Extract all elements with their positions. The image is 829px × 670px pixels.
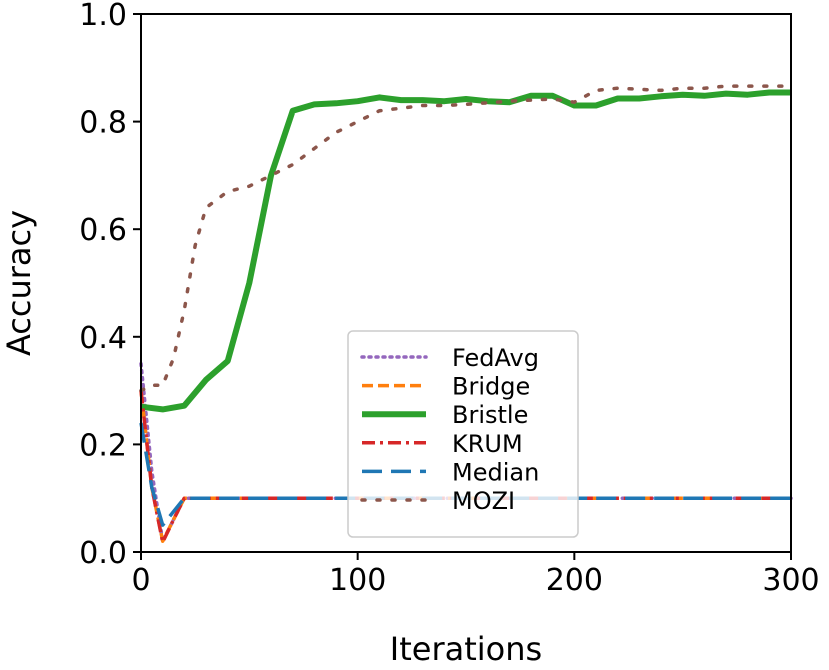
x-tick-label: 100 <box>329 563 386 598</box>
y-tick-label: 0.4 <box>79 321 127 356</box>
y-axis-label: Accuracy <box>0 210 38 356</box>
x-tick-label: 300 <box>762 563 819 598</box>
y-tick-label: 0.0 <box>79 536 127 571</box>
series-layer <box>139 84 793 545</box>
legend-label-median: Median <box>452 458 539 486</box>
x-axis-label: Iterations <box>390 630 542 668</box>
legend-label-bristle: Bristle <box>452 401 528 429</box>
y-tick-label: 0.2 <box>79 428 127 463</box>
y-tick-label: 0.8 <box>79 106 127 141</box>
x-tick-label: 0 <box>131 563 150 598</box>
y-tick-label: 1.0 <box>79 0 127 33</box>
plot-frame <box>140 13 792 553</box>
x-axis-ticks: 0 100 200 300 <box>131 552 820 598</box>
x-tick-label: 200 <box>546 563 603 598</box>
legend-label-bridge: Bridge <box>452 373 530 401</box>
y-axis-ticks: 0.0 0.2 0.4 0.6 0.8 1.0 <box>79 0 141 571</box>
legend-box <box>347 330 579 538</box>
legend-label-krum: KRUM <box>452 430 523 458</box>
series-line-bristle <box>140 89 791 413</box>
y-tick-label: 0.6 <box>79 213 127 248</box>
series-line-median <box>139 422 791 527</box>
legend-label-fedavg: FedAvg <box>452 344 539 372</box>
legend-label-mozi: MOZI <box>452 487 515 515</box>
